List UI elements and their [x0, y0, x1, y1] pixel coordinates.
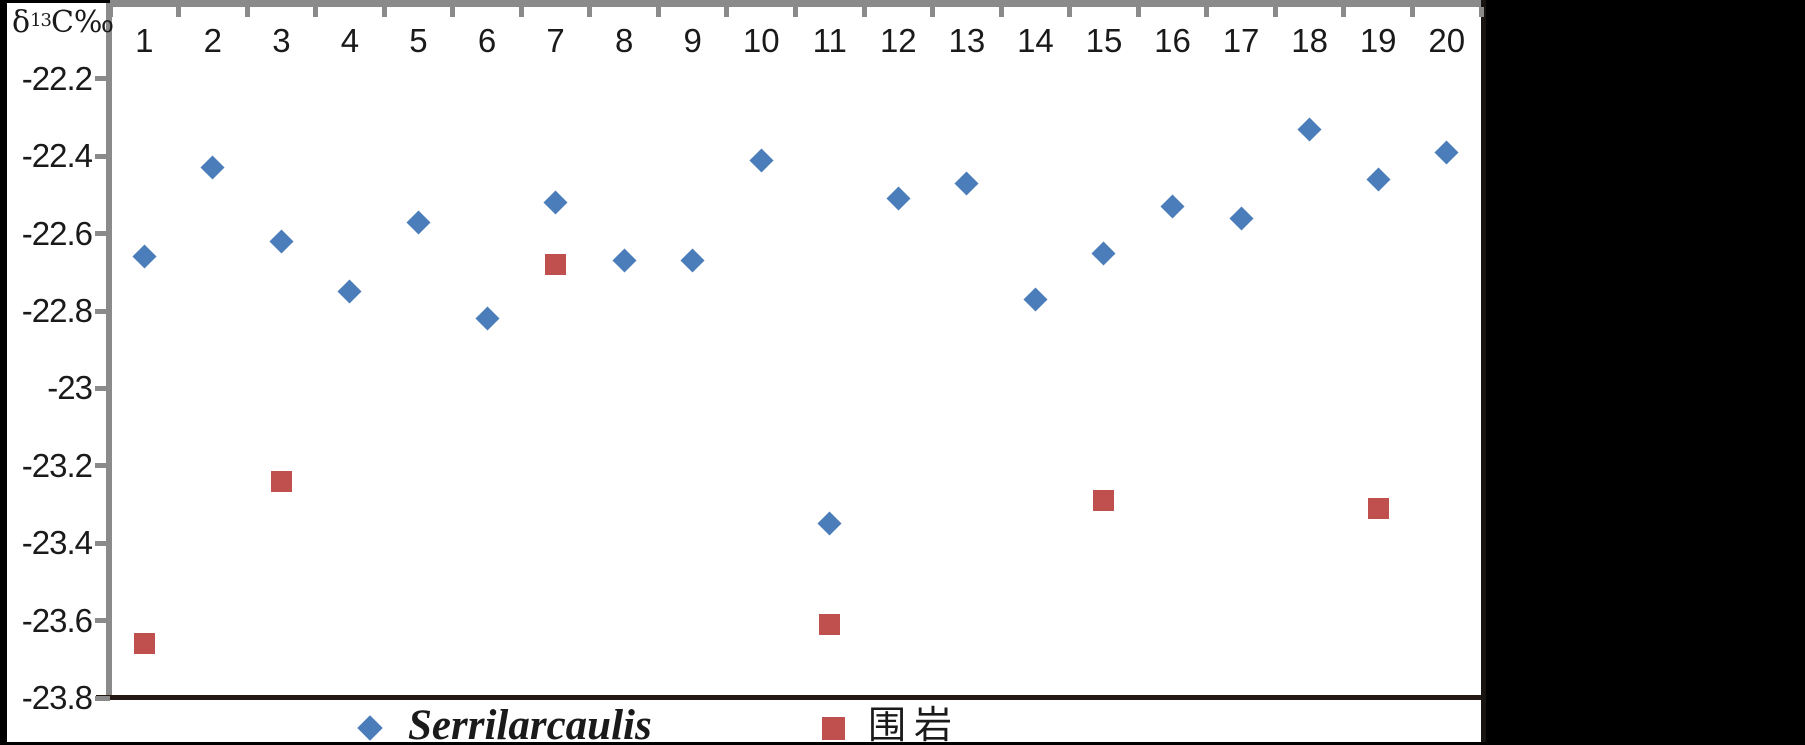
y-axis-tick--22.4 — [95, 153, 110, 159]
legend-label-weiyan: 围岩 — [868, 705, 961, 745]
x-axis-tick-boundary-18 — [1341, 7, 1347, 17]
legend-label-serrilarcaulis: Serrilarcaulis — [408, 702, 652, 745]
y-axis-tick--23 — [95, 385, 110, 391]
x-axis-top-line — [106, 0, 1484, 7]
y-axis-label--22.2: -22.2 — [21, 59, 93, 97]
y-axis-tick--23.4 — [95, 540, 110, 546]
x-axis-label-11: 11 — [812, 22, 847, 59]
x-axis-tick-boundary-20 — [1478, 7, 1484, 17]
x-axis-tick-boundary-4 — [381, 7, 387, 17]
y-axis-label--22.8: -22.8 — [21, 292, 93, 330]
y-axis-title-superscript: 13 — [30, 10, 52, 31]
x-axis-tick-boundary-17 — [1272, 7, 1278, 17]
x-axis-label-14: 14 — [1017, 22, 1054, 59]
data-point-weiyan-15 — [1093, 490, 1115, 512]
x-axis-tick-boundary-15 — [1135, 7, 1141, 17]
x-axis-label-2: 2 — [203, 22, 222, 59]
x-axis-tick-boundary-16 — [1204, 7, 1210, 17]
y-axis-label--22.4: -22.4 — [21, 137, 93, 175]
x-axis-label-20: 20 — [1428, 22, 1466, 59]
x-axis-label-17: 17 — [1222, 22, 1260, 59]
x-axis-tick-boundary-6 — [518, 7, 524, 17]
x-axis-label-18: 18 — [1291, 22, 1328, 59]
y-axis-title: δ13C‰ — [12, 6, 114, 38]
x-axis-label-5: 5 — [409, 22, 428, 59]
data-point-weiyan-3 — [270, 470, 292, 492]
x-axis-label-6: 6 — [477, 22, 497, 59]
x-axis-tick-boundary-5 — [450, 7, 456, 17]
x-axis-tick-boundary-1 — [176, 7, 182, 17]
x-axis-tick-boundary-13 — [998, 7, 1004, 17]
x-axis-label-9: 9 — [683, 22, 702, 59]
y-axis-label--23: -23 — [47, 369, 93, 407]
y-axis-label--23.4: -23.4 — [21, 524, 93, 562]
x-axis-label-15: 15 — [1085, 22, 1123, 59]
x-axis-label-1: 1 — [135, 22, 154, 59]
y-axis-title-rest: C‰ — [50, 5, 115, 40]
y-axis-tick--22.6 — [95, 231, 110, 237]
data-point-weiyan-1 — [133, 633, 155, 655]
x-axis-label-19: 19 — [1359, 22, 1397, 59]
data-point-weiyan-11 — [819, 613, 841, 635]
y-axis-title-base: δ — [12, 5, 31, 40]
data-point-weiyan-19 — [1367, 497, 1389, 519]
x-axis-tick-boundary-14 — [1067, 7, 1073, 17]
x-axis-label-10: 10 — [742, 22, 780, 59]
y-axis-tick--22.8 — [95, 308, 110, 314]
y-axis-label--22.6: -22.6 — [21, 214, 93, 252]
y-axis-tick--23.2 — [95, 463, 110, 469]
right-black-matte — [1488, 0, 1805, 745]
y-axis-label--23.6: -23.6 — [21, 601, 93, 639]
x-axis-label-3: 3 — [272, 22, 291, 59]
y-axis-tick--22.2 — [95, 76, 110, 82]
y-axis-label--23.8: -23.8 — [21, 679, 93, 716]
plot-right-border — [1481, 0, 1486, 742]
x-axis-tick-boundary-10 — [793, 7, 798, 17]
x-axis-label-8: 8 — [614, 22, 634, 59]
x-axis-tick-boundary-9 — [724, 7, 730, 17]
x-axis-label-12: 12 — [879, 22, 917, 59]
x-axis-label-4: 4 — [340, 22, 360, 59]
data-point-weiyan-7 — [545, 254, 567, 276]
x-axis-tick-boundary-2 — [244, 7, 250, 17]
y-axis-label--23.2: -23.2 — [21, 446, 93, 484]
x-axis-label-16: 16 — [1154, 22, 1191, 59]
x-axis-tick-boundary-8 — [655, 7, 661, 17]
x-axis-tick-boundary-3 — [313, 7, 319, 17]
y-axis-tick--23.6 — [95, 618, 110, 624]
x-axis-label-13: 13 — [948, 22, 986, 59]
x-axis-tick-boundary-7 — [587, 7, 593, 17]
x-axis-tick-boundary-11 — [861, 7, 867, 17]
y-axis-line — [106, 0, 112, 699]
x-axis-tick-boundary-0 — [107, 7, 113, 17]
x-axis-tick-boundary-19 — [1409, 7, 1415, 17]
legend-weiyan-square-icon — [822, 717, 845, 740]
plot-background — [7, 3, 1484, 743]
bottom-black-strip — [0, 742, 1484, 745]
top-black-strip — [0, 0, 110, 3]
y-axis-tick--23.8 — [95, 695, 110, 701]
x-axis-label-7: 7 — [546, 22, 565, 59]
plot-bottom-border — [96, 695, 1484, 700]
x-axis-tick-boundary-12 — [930, 7, 936, 17]
